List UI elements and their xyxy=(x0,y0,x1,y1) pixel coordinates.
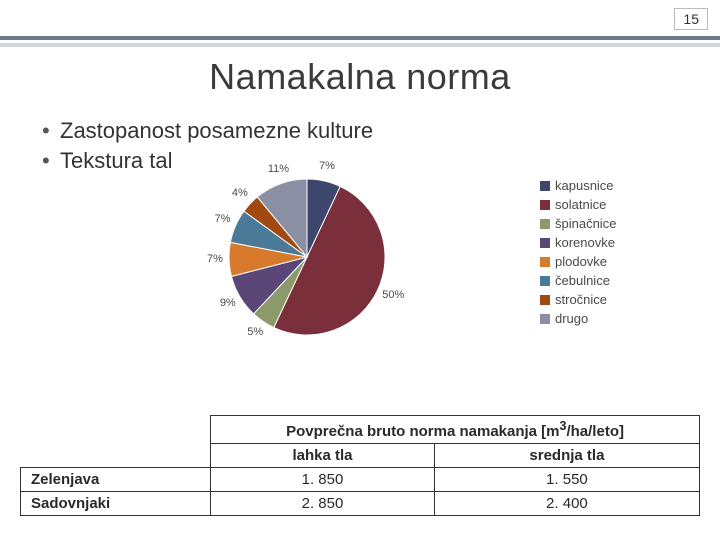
table-col-header: srednja tla xyxy=(434,444,699,468)
legend-swatch xyxy=(540,276,550,286)
legend-item: špinačnice xyxy=(540,216,700,231)
bullet-item: Zastopanost posamezne kulture xyxy=(42,116,373,146)
legend-item: solatnice xyxy=(540,197,700,212)
legend-swatch xyxy=(540,219,550,229)
legend-item: drugo xyxy=(540,311,700,326)
legend-item: plodovke xyxy=(540,254,700,269)
legend-swatch xyxy=(540,257,550,267)
table-cell: 1. 550 xyxy=(434,468,699,492)
legend-label: drugo xyxy=(555,311,588,326)
legend-label: plodovke xyxy=(555,254,607,269)
legend-label: čebulnice xyxy=(555,273,610,288)
pie-pct-label: 4% xyxy=(232,187,248,199)
pie-pct-label: 50% xyxy=(382,289,404,301)
legend-label: korenovke xyxy=(555,235,615,250)
stripe-top xyxy=(0,36,720,40)
slide-title: Namakalna norma xyxy=(0,56,720,98)
row-label: Sadovnjaki xyxy=(21,492,211,516)
table-cell: 2. 850 xyxy=(211,492,435,516)
legend-label: špinačnice xyxy=(555,216,616,231)
legend-label: stročnice xyxy=(555,292,607,307)
row-label: Zelenjava xyxy=(21,468,211,492)
table-row: Sadovnjaki 2. 850 2. 400 xyxy=(21,492,700,516)
legend-label: kapusnice xyxy=(555,178,614,193)
pie-chart: 7%50%5%9%7%7%4%11% xyxy=(200,172,540,352)
legend-item: kapusnice xyxy=(540,178,700,193)
legend-swatch xyxy=(540,181,550,191)
norm-table: Povprečna bruto norma namakanja [m3/ha/l… xyxy=(20,415,700,516)
legend-label: solatnice xyxy=(555,197,606,212)
pie-pct-label: 9% xyxy=(220,297,236,309)
legend-swatch xyxy=(540,200,550,210)
table-cell: 2. 400 xyxy=(434,492,699,516)
legend-swatch xyxy=(540,295,550,305)
table-header-span: Povprečna bruto norma namakanja [m3/ha/l… xyxy=(211,416,700,444)
pie-pct-label: 11% xyxy=(268,163,289,175)
table-cell: 1. 850 xyxy=(211,468,435,492)
pie-pct-label: 7% xyxy=(215,213,231,225)
pie-pct-label: 7% xyxy=(207,253,223,265)
stripe-bottom xyxy=(0,43,720,47)
table-row: Zelenjava 1. 850 1. 550 xyxy=(21,468,700,492)
legend-swatch xyxy=(540,314,550,324)
pie-pct-label: 7% xyxy=(319,160,335,172)
pie-legend: kapusnice solatnice špinačnice korenovke plo… xyxy=(540,178,700,330)
legend-item: korenovke xyxy=(540,235,700,250)
legend-swatch xyxy=(540,238,550,248)
page-number: 15 xyxy=(674,8,708,30)
pie-pct-label: 5% xyxy=(247,326,263,338)
table-col-header: lahka tla xyxy=(211,444,435,468)
legend-item: stročnice xyxy=(540,292,700,307)
legend-item: čebulnice xyxy=(540,273,700,288)
